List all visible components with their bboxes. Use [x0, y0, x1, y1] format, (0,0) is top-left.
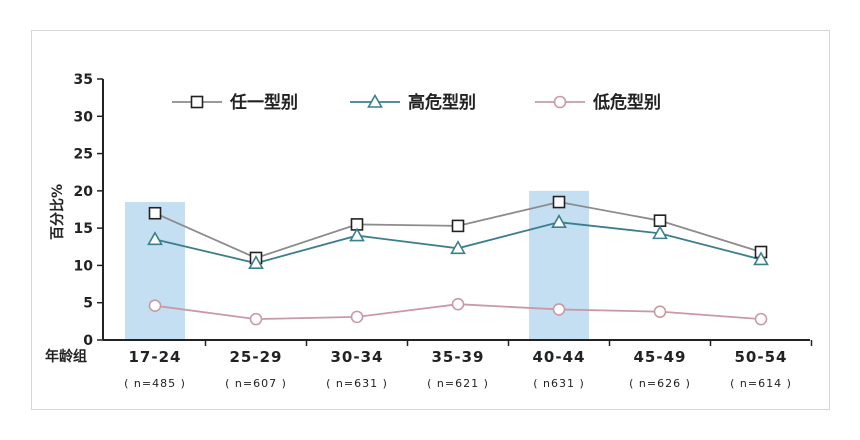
legend-marker-triangle [367, 93, 383, 108]
y-tick-label: 5 [83, 296, 93, 312]
x-sample-size-label: ( n=631 ) [326, 377, 388, 390]
data-point-circle [148, 299, 162, 312]
x-tick-label: 25-29 [230, 348, 283, 366]
data-point-circle [350, 310, 364, 324]
x-tick-label: 50-54 [735, 348, 788, 366]
data-point-triangle [652, 225, 668, 240]
x-tick-label: 40-44 [533, 348, 586, 366]
data-point-square [653, 214, 667, 227]
data-point-circle [249, 312, 263, 326]
y-tick-label: 25 [74, 147, 93, 163]
x-sample-size-label: ( n=626 ) [629, 377, 691, 390]
x-sample-size-label: ( n631 ) [533, 377, 585, 390]
data-point-square [148, 206, 162, 220]
data-point-triangle [248, 255, 264, 269]
legend-label: 高危型别 [408, 92, 476, 113]
y-axis-title: 百分比% [49, 184, 66, 240]
legend-label: 任一型别 [229, 92, 298, 113]
legend-marker-circle [553, 95, 567, 109]
x-sample-size-label: ( n=614 ) [730, 377, 792, 390]
data-point-triangle [753, 251, 769, 266]
y-tick-label: 35 [74, 72, 93, 88]
data-point-triangle [551, 214, 567, 228]
y-tick-label: 15 [74, 221, 93, 237]
x-sample-size-label: ( n=485 ) [124, 377, 186, 390]
data-point-square [451, 219, 465, 233]
x-tick-label: 30-34 [331, 348, 384, 366]
data-point-circle [552, 303, 566, 316]
data-point-circle [451, 297, 465, 311]
y-tick-label: 10 [74, 258, 94, 274]
x-tick-label: 45-49 [634, 348, 687, 366]
x-axis-title: 年龄组 [45, 348, 87, 365]
x-tick-label: 35-39 [432, 348, 485, 366]
legend-label: 低危型别 [592, 92, 661, 113]
y-tick-label: 0 [83, 333, 93, 349]
highlight-band-17-24 [125, 202, 185, 340]
data-point-triangle [349, 227, 365, 242]
legend-marker-square [190, 95, 204, 109]
x-tick-label: 17-24 [129, 348, 182, 366]
data-point-square [552, 195, 566, 209]
data-point-circle [754, 312, 768, 326]
data-point-circle [653, 305, 667, 318]
data-point-triangle [450, 240, 466, 255]
x-sample-size-label: ( n=607 ) [225, 377, 287, 390]
x-sample-size-label: ( n=621 ) [427, 377, 489, 390]
y-tick-label: 20 [74, 184, 94, 200]
data-point-triangle [147, 231, 163, 246]
y-tick-label: 30 [74, 109, 94, 125]
highlight-band-40-44 [529, 190, 589, 340]
